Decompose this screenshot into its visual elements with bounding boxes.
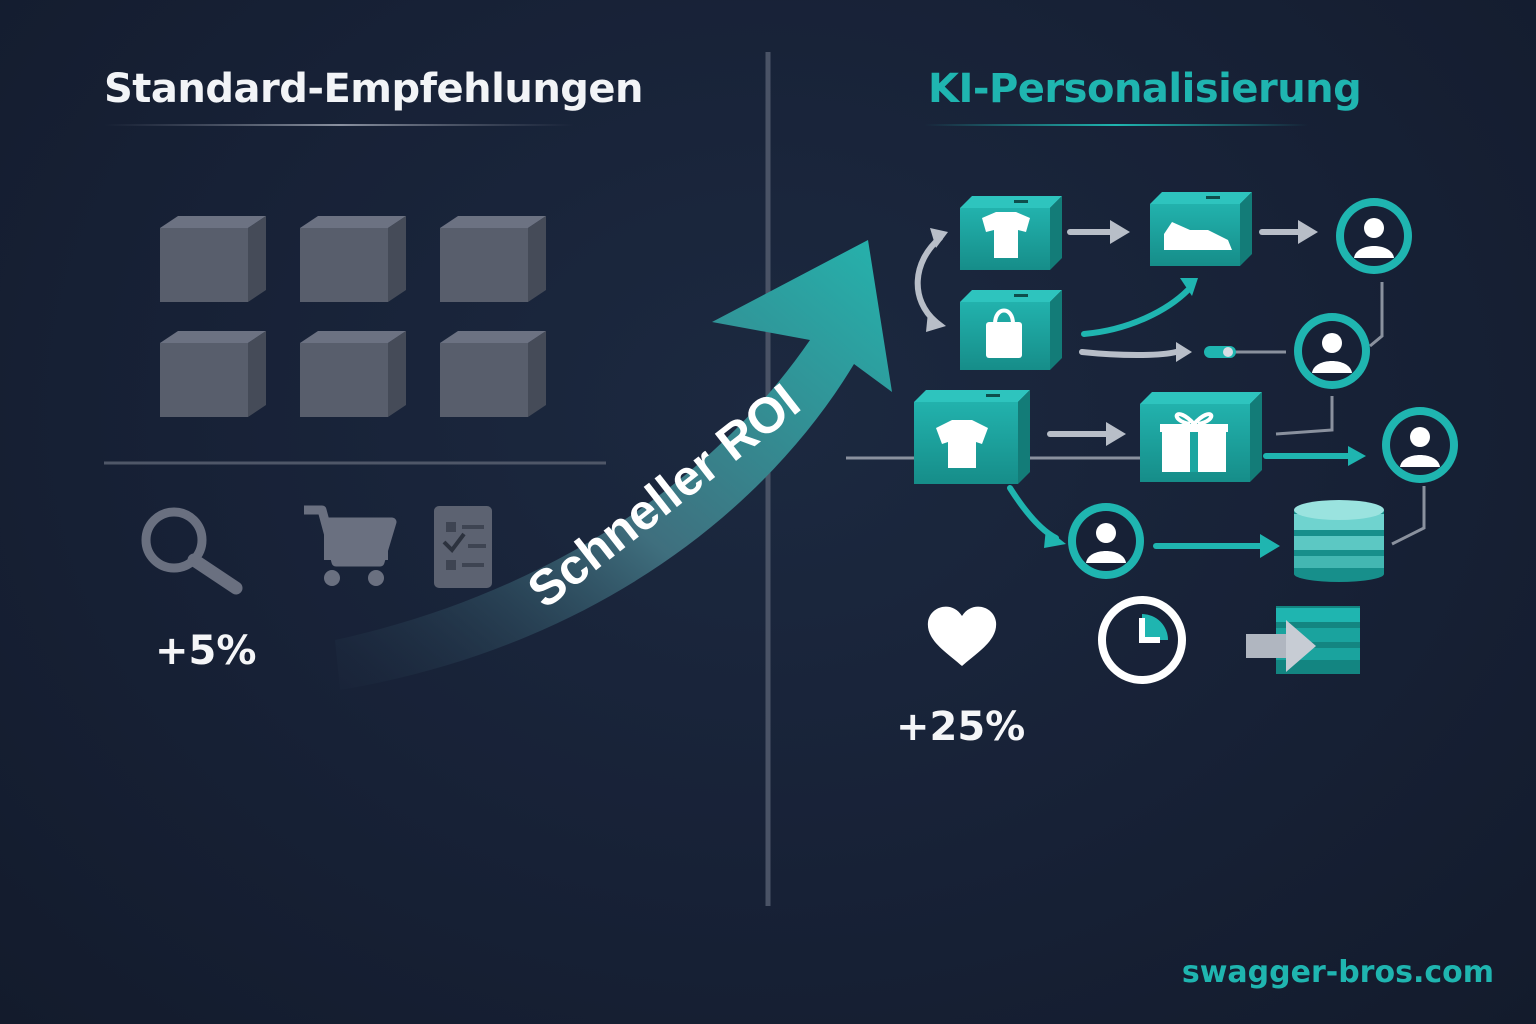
flow-arrow xyxy=(1079,349,1179,358)
tshirt-box-icon xyxy=(960,196,1062,270)
sneaker-box-icon xyxy=(1150,192,1252,266)
shirt-box-icon xyxy=(914,390,1030,484)
roi-growth-arrow: Schneller ROI xyxy=(335,240,892,690)
right-title: KI-Personalisierung xyxy=(928,66,1362,112)
left-title-underline xyxy=(104,124,574,126)
clock-icon xyxy=(1098,596,1186,684)
cycle-arrow xyxy=(914,235,943,325)
toggle-pill xyxy=(1204,346,1236,358)
left-percent: +5% xyxy=(155,628,257,674)
gray-cube xyxy=(300,216,406,302)
search-icon xyxy=(141,507,243,595)
gray-cube xyxy=(300,331,406,417)
user-icon xyxy=(1068,503,1144,579)
shopping-cart-icon xyxy=(304,505,397,586)
export-icon xyxy=(1246,606,1360,674)
heart-icon xyxy=(927,606,997,666)
standard-product-grid xyxy=(160,216,546,417)
shopping-bag-box-icon xyxy=(960,290,1062,370)
personalization-flow xyxy=(846,192,1458,582)
footer-domain: swagger-bros.com xyxy=(1181,955,1494,990)
right-percent: +25% xyxy=(896,704,1026,750)
gray-cube xyxy=(160,331,266,417)
flow-arrow xyxy=(1081,287,1191,337)
user-icon xyxy=(1294,313,1370,389)
gray-cube xyxy=(440,331,546,417)
right-title-underline xyxy=(924,124,1308,126)
gray-cube xyxy=(440,216,546,302)
gray-cube xyxy=(160,216,266,302)
gift-box-icon xyxy=(1140,392,1262,482)
user-icon xyxy=(1336,198,1412,274)
database-icon xyxy=(1294,500,1384,582)
user-icon xyxy=(1382,407,1458,483)
left-title: Standard-Empfehlungen xyxy=(104,66,644,112)
checklist-icon xyxy=(434,506,492,588)
